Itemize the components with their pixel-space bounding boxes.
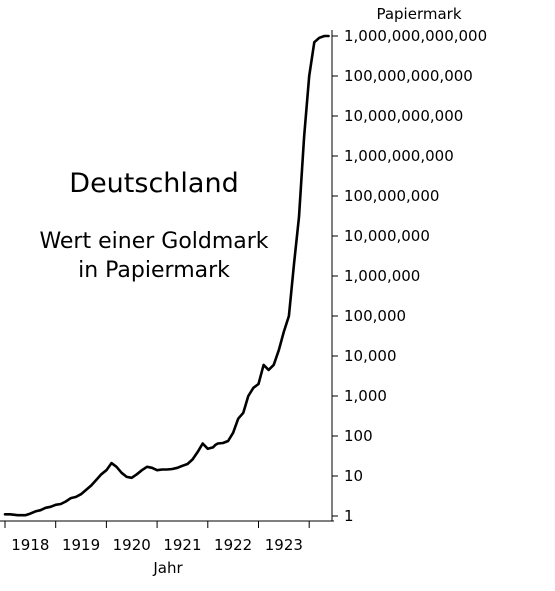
y-tick-label: 1,000,000,000 [344,147,454,165]
x-tick-label: 1920 [113,536,151,554]
y-tick-label: 1,000 [344,387,387,405]
series-line [3,34,330,517]
y-tick-label: 10,000 [344,347,397,365]
y-tick-label: 100 [344,427,373,445]
y-tick-label: 10,000,000,000 [344,107,463,125]
chart-subtitle-line: Wert einer Goldmark [39,229,268,254]
y-tick-label: 100,000 [344,307,406,325]
y-tick-label: 1,000,000 [344,267,420,285]
series [3,34,330,517]
y-axis-title: Papiermark [376,5,461,23]
y-tick-label: 1,000,000,000,000 [344,27,487,45]
chart-subtitle-line: in Papiermark [78,258,230,283]
y-tick-label: 10,000,000 [344,227,430,245]
y-tick-label: 100,000,000,000 [344,67,473,85]
x-tick-label: 1922 [214,536,252,554]
x-tick-label: 1919 [62,536,100,554]
y-tick-label: 100,000,000 [344,187,439,205]
ticks: 1 10 100 1,000 10,000 100,000 1,000,000 10,000,… [4,27,487,554]
y-tick-label: 10 [344,467,363,485]
x-axis-title: Jahr [152,559,183,577]
x-tick-label: 1918 [11,536,49,554]
y-tick-label: 1 [344,507,354,525]
x-tick-label: 1921 [163,536,201,554]
chart-title: Deutschland [69,168,238,199]
x-tick-label: 1923 [265,536,303,554]
